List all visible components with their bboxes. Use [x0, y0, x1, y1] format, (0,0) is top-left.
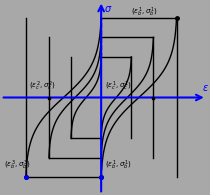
Text: $\varepsilon$: $\varepsilon$	[202, 83, 209, 93]
Text: $\sigma$: $\sigma$	[104, 4, 113, 14]
Text: $(\varepsilon_c^{1}, \sigma_c^{1})$: $(\varepsilon_c^{1}, \sigma_c^{1})$	[105, 79, 132, 93]
Text: $(\varepsilon_b^{1}, \sigma_b^{1})$: $(\varepsilon_b^{1}, \sigma_b^{1})$	[105, 159, 132, 172]
Text: $(\varepsilon_b^{1}, \sigma_b^{1})$: $(\varepsilon_b^{1}, \sigma_b^{1})$	[131, 6, 158, 19]
Text: $(\varepsilon_c^{2}, \sigma_c^{2})$: $(\varepsilon_c^{2}, \sigma_c^{2})$	[29, 79, 56, 93]
Text: $(\varepsilon_b^{3}, \sigma_b^{3})$: $(\varepsilon_b^{3}, \sigma_b^{3})$	[4, 159, 30, 172]
